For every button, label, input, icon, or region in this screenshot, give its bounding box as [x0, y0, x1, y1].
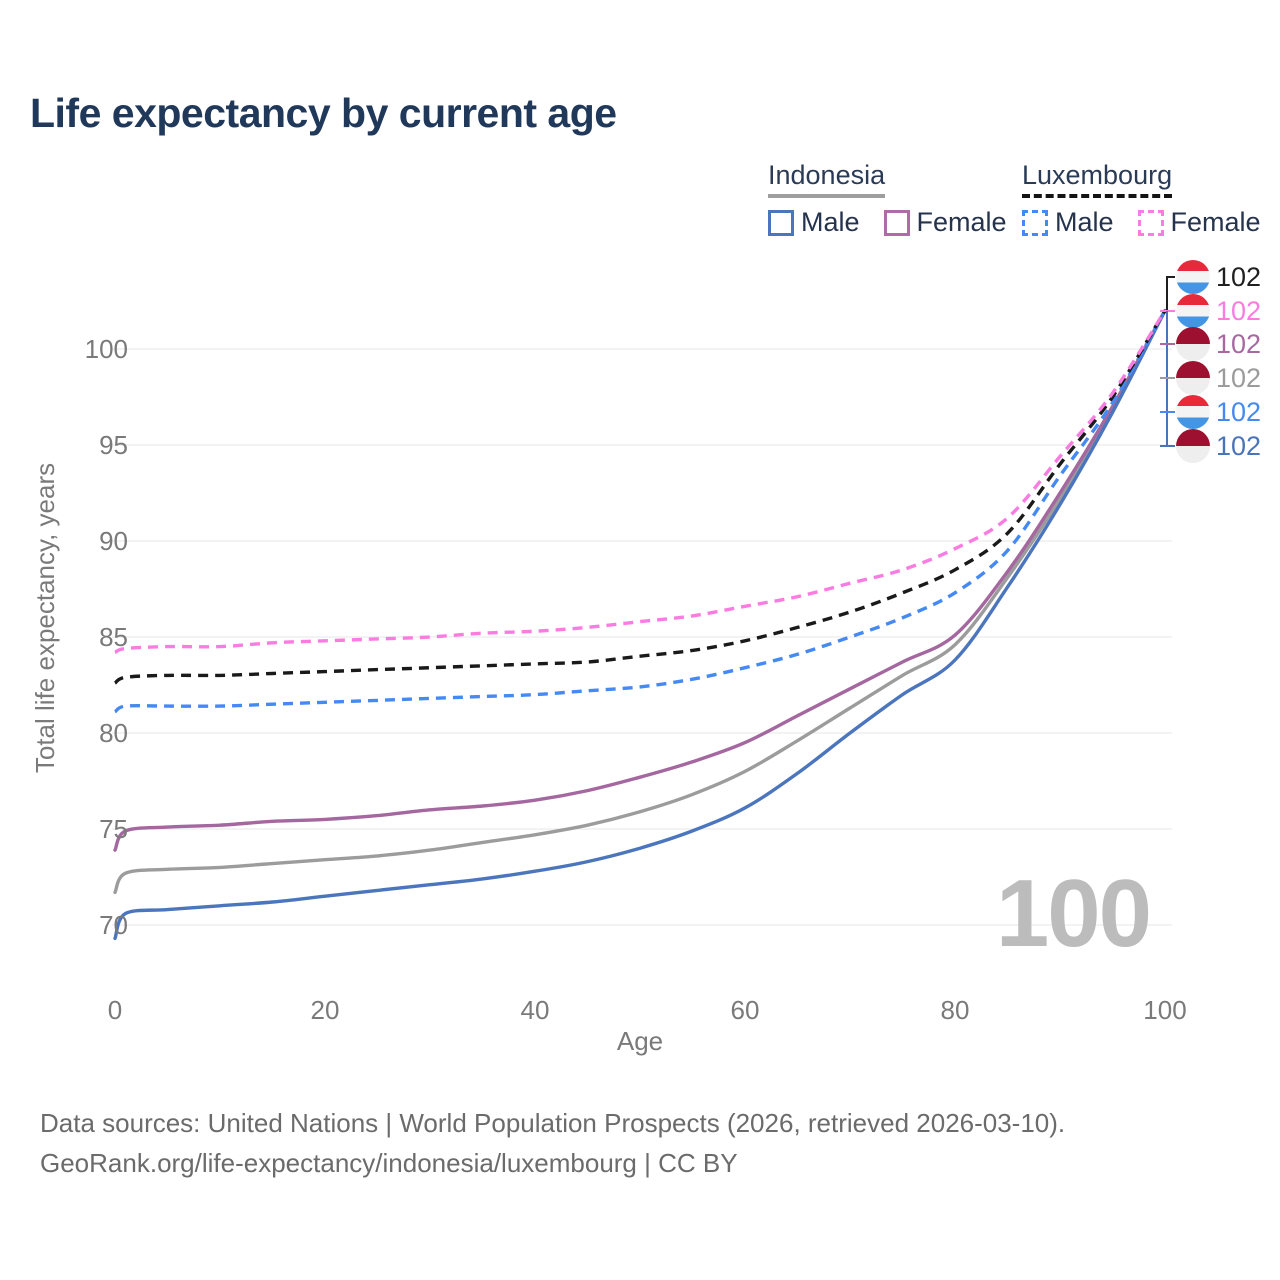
end-label-indonesia_female: 102 [1176, 327, 1261, 361]
legend-swatch-male[interactable] [1022, 209, 1048, 236]
y-axis-title: Total life expectancy, years [30, 462, 60, 774]
x-tick-label-80: 80 [940, 995, 970, 1025]
end-label-indonesia_male: 102 [1176, 429, 1261, 463]
y-tick-label-75: 75 [99, 814, 128, 844]
end-label-luxembourg_total: 102 [1176, 260, 1261, 294]
legend-item-luxembourg-female[interactable]: Female [1137, 207, 1261, 238]
legend-item-label: Male [1055, 207, 1114, 237]
x-axis-title: Age [616, 1026, 664, 1056]
legend-item-label: Female [1170, 207, 1261, 237]
series-line-luxembourg_female [114, 309, 1167, 654]
y-tick-label-80: 80 [99, 718, 128, 748]
x-tick-label-60: 60 [730, 995, 760, 1025]
y-tick-label-100: 100 [84, 334, 128, 364]
indonesia-flag-icon [1176, 327, 1210, 361]
legend-item-indonesia-female[interactable]: Female [883, 207, 1007, 238]
x-tick-label-40: 40 [520, 995, 550, 1025]
series-line-luxembourg_total [113, 309, 1167, 685]
x-tick-label-100: 100 [1143, 995, 1187, 1025]
luxembourg-flag-icon [1176, 294, 1210, 328]
end-label-value: 102 [1216, 295, 1262, 326]
y-tick-label-90: 90 [99, 526, 128, 556]
legend-swatch-female[interactable] [883, 209, 910, 236]
x-tick-label-0: 0 [107, 995, 123, 1025]
connector-top [1166, 276, 1175, 311]
end-label-indonesia_total: 102 [1176, 361, 1261, 395]
legend-swatch-female[interactable] [1137, 209, 1164, 236]
legend-items-luxembourg: Male Female [1022, 207, 1280, 238]
luxembourg-flag-icon [1176, 260, 1210, 294]
legend-group-indonesia: Indonesia Male Female [768, 160, 1031, 238]
series-line-indonesia_total [113, 308, 1167, 895]
age-hover-watermark: 100 [995, 860, 1152, 967]
series-line-indonesia_male [113, 308, 1167, 941]
end-label-value: 102 [1216, 430, 1262, 461]
y-tick-label-85: 85 [99, 622, 128, 652]
end-label-luxembourg_male: 102 [1176, 395, 1261, 429]
legend-items-indonesia: Male Female [768, 207, 1031, 238]
y-tick-label-70: 70 [99, 910, 128, 940]
end-label-value: 102 [1216, 396, 1262, 427]
legend-item-label: Female [916, 207, 1007, 237]
end-label-value: 102 [1216, 328, 1262, 359]
indonesia-flag-icon [1176, 361, 1210, 395]
legend-group-luxembourg: Luxembourg Male Female [1022, 160, 1280, 238]
page-title: Life expectancy by current age [30, 90, 617, 136]
end-label-luxembourg_female: 102 [1176, 294, 1261, 328]
legend-swatch-male[interactable] [768, 209, 794, 236]
x-tick-label-20: 20 [310, 995, 340, 1025]
legend-item-indonesia-male[interactable]: Male [768, 207, 860, 238]
series-line-luxembourg_male [113, 309, 1167, 714]
luxembourg-flag-icon [1176, 395, 1210, 429]
legend-item-label: Male [801, 207, 860, 237]
legend-country-luxembourg[interactable]: Luxembourg [1022, 160, 1173, 198]
data-sources-line: Data sources: United Nations | World Pop… [40, 1108, 1066, 1138]
attribution-line: GeoRank.org/life-expectancy/indonesia/lu… [40, 1148, 738, 1178]
end-label-value: 102 [1216, 362, 1262, 393]
y-tick-label-95: 95 [99, 430, 128, 460]
legend-country-indonesia[interactable]: Indonesia [768, 160, 886, 198]
legend-item-luxembourg-male[interactable]: Male [1022, 207, 1114, 238]
end-label-value: 102 [1216, 261, 1262, 292]
series-line-indonesia_female [113, 308, 1167, 852]
indonesia-flag-icon [1176, 429, 1210, 463]
